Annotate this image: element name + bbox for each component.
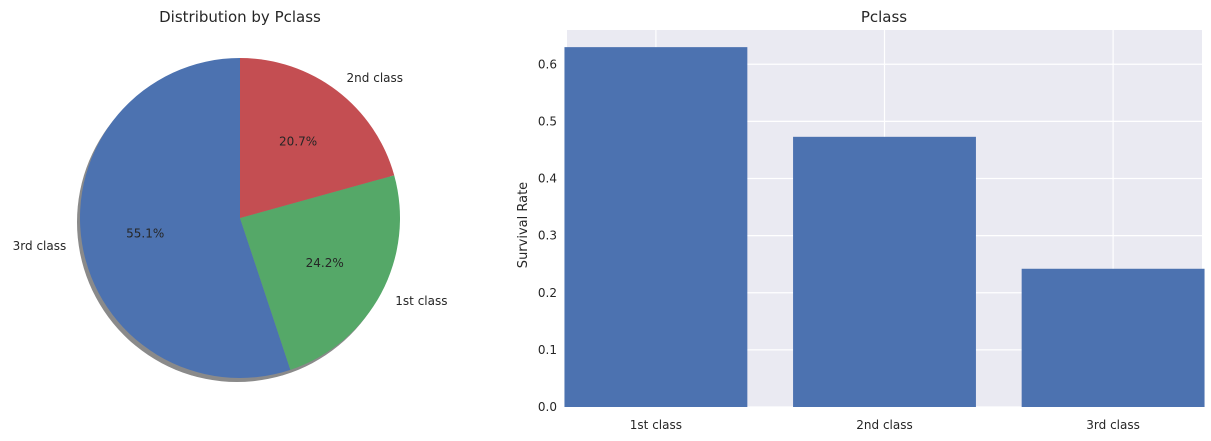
pie-label-3rd-class: 3rd class [13,239,67,253]
bar-x-tick-labels: 1st class 2nd class 3rd class [630,418,1140,432]
pie-labels: 3rd class 55.1% 1st class 24.2% 2nd class 20.… [13,71,448,308]
pie-percent-3rd-class: 55.1% [126,226,164,240]
bar-y-tick-labels: 0.0 0.1 0.2 0.3 0.4 0.5 0.6 [538,57,557,414]
pie-percent-2nd-class: 20.7% [279,135,317,149]
pie-chart-title: Distribution by Pclass [159,8,321,26]
bar-y-tick-label: 0.5 [538,114,557,128]
pie-slices [77,58,401,382]
pie-percent-1st-class: 24.2% [306,256,344,270]
bar-y-tick-label: 0.3 [538,229,557,243]
bar-y-axis-label: Survival Rate [516,182,531,268]
bar-bars [564,47,1205,408]
pie-slice-3rd-class [80,58,291,378]
pie-slice-2nd-class [240,58,395,218]
bar-y-tick-label: 0.4 [538,172,557,186]
bar-chart-title: Pclass [861,8,907,26]
pie-chart: Distribution by Pclass 3rd class 55.1% 1st… [13,8,448,382]
bar-y-tick-label: 0.6 [538,57,557,71]
bar-chart: 0.0 0.1 0.2 0.3 0.4 0.5 0.6 1st class 2nd class… [516,8,1205,432]
bar-1st-class [564,47,748,408]
bar-y-tick-label: 0.2 [538,286,557,300]
bar-y-tick-label: 0.1 [538,343,557,357]
bar-3rd-class [1021,268,1205,407]
bar-y-tick-label: 0.0 [538,400,557,414]
bar-x-tick-label-1st-class: 1st class [630,418,682,432]
bar-x-tick-label-2nd-class: 2nd class [856,418,912,432]
pie-label-1st-class: 1st class [395,294,447,308]
pie-label-2nd-class: 2nd class [347,71,403,85]
pie-slice-1st-class [240,175,401,370]
bar-2nd-class [793,136,976,408]
bar-x-tick-label-3rd-class: 3rd class [1086,418,1140,432]
